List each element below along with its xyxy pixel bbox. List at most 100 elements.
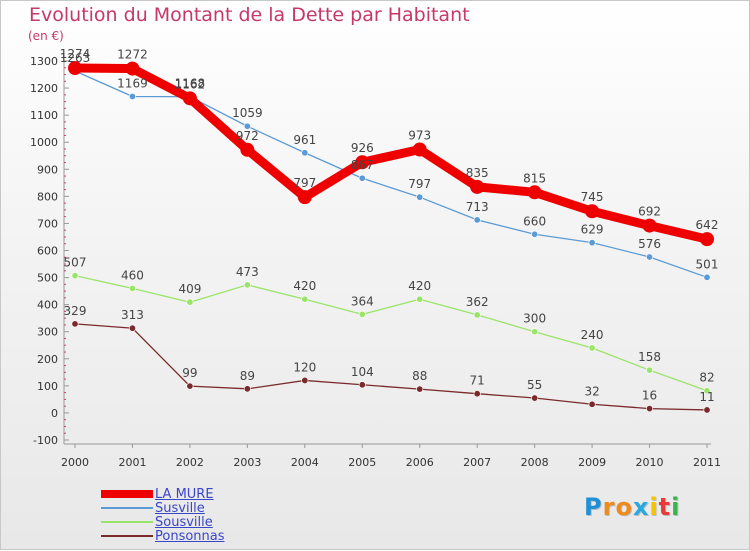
data-label-ponsonnas: 11 [699, 390, 714, 404]
legend-item-ponsonnas: Ponsonnas [101, 529, 225, 544]
data-point-la-mure [355, 155, 370, 170]
y-tick-label: 1300 [30, 55, 58, 68]
legend-item-la-mure: LA MURE [101, 487, 225, 502]
data-label-susville: 1168 [175, 77, 206, 91]
data-label-susville: 501 [696, 257, 719, 271]
series-line-ponsonnas [74, 323, 708, 411]
data-point-ponsonnas [301, 376, 309, 384]
logo-letter: i [649, 493, 659, 521]
data-point-susville [588, 239, 596, 247]
data-point-la-mure [700, 232, 714, 247]
data-label-sousville: 473 [236, 265, 259, 279]
data-label-susville: 1263 [60, 51, 91, 65]
y-tick-label: 0 [51, 407, 58, 420]
data-label-susville: 629 [581, 223, 604, 237]
x-tick-label: 2007 [463, 456, 491, 469]
x-tick-label: 2008 [521, 456, 549, 469]
data-label-susville: 576 [638, 237, 661, 251]
x-tick-label: 2006 [406, 456, 434, 469]
data-label-ponsonnas: 32 [584, 384, 599, 398]
data-point-la-mure [642, 218, 657, 233]
series-line-sousville [74, 275, 708, 392]
data-label-sousville: 420 [293, 279, 316, 293]
unit-label: (en €) [28, 29, 64, 43]
legend-item-susville: Susville [101, 500, 225, 516]
data-point-la-mure [297, 190, 312, 205]
proxiti-logo: Proxiti [584, 493, 680, 521]
data-point-sousville [301, 295, 309, 303]
data-point-susville [703, 273, 711, 281]
data-point-ponsonnas [703, 406, 711, 414]
x-tick-label: 2002 [176, 456, 204, 469]
x-tick-label: 2004 [291, 456, 319, 469]
data-label-ponsonnas: 88 [412, 369, 427, 383]
x-tick-label: 2001 [118, 456, 146, 469]
data-label-sousville: 240 [581, 328, 604, 342]
y-tick-label: 400 [37, 299, 58, 312]
data-label-ponsonnas: 313 [121, 308, 144, 322]
y-tick-label: 600 [37, 245, 58, 258]
data-point-sousville [128, 284, 136, 292]
data-label-sousville: 364 [351, 294, 374, 308]
x-tick-label: 2003 [233, 456, 261, 469]
data-label-sousville: 362 [466, 295, 489, 309]
data-labels-layer: 1263 1169 1168 1059 961 867 797 713 660 629 576 501… [60, 47, 719, 404]
data-point-susville [128, 92, 136, 100]
data-label-sousville: 409 [178, 282, 201, 296]
data-point-susville [301, 149, 309, 157]
legend-swatch [101, 507, 153, 509]
data-label-la-mure: 815 [523, 171, 546, 185]
legend-swatch [101, 521, 153, 523]
data-label-susville: 1169 [117, 76, 148, 90]
y-tick-label: 700 [37, 217, 58, 230]
logo-letter: t [658, 493, 672, 521]
data-label-la-mure: 1162 [175, 77, 206, 91]
legend-label: Susville [155, 500, 205, 516]
data-point-la-mure [470, 179, 485, 194]
data-label-la-mure: 1274 [60, 47, 91, 61]
data-point-la-mure [585, 204, 600, 219]
data-point-ponsonnas [71, 320, 79, 328]
data-point-ponsonnas [128, 324, 136, 332]
data-point-susville [358, 174, 366, 182]
data-label-la-mure: 972 [236, 129, 259, 143]
y-tick-label: 900 [37, 163, 58, 176]
data-point-ponsonnas [473, 390, 481, 398]
legend: LA MURE Susville Sousville Ponsonnas [101, 487, 225, 544]
data-label-sousville: 300 [523, 312, 546, 326]
data-point-sousville [646, 366, 654, 374]
data-point-susville [243, 122, 251, 130]
series-line-susville [74, 70, 708, 278]
data-label-susville: 1059 [232, 106, 263, 120]
data-label-sousville: 82 [699, 371, 714, 385]
data-point-ponsonnas [358, 381, 366, 389]
legend-label: Sousville [155, 514, 213, 530]
y-tick-label: 100 [37, 380, 58, 393]
data-label-la-mure: 1272 [117, 48, 148, 62]
data-point-susville [646, 253, 654, 261]
data-label-sousville: 507 [64, 256, 87, 270]
data-point-sousville [71, 272, 79, 280]
series-layer [68, 61, 714, 414]
data-point-ponsonnas [588, 400, 596, 408]
data-label-susville: 867 [351, 158, 374, 172]
data-label-ponsonnas: 329 [64, 304, 87, 318]
data-label-la-mure: 692 [638, 205, 661, 219]
data-point-susville [531, 230, 539, 238]
y-tick-label: 1200 [30, 82, 58, 95]
chart-title: Evolution du Montant de la Dette par Hab… [29, 4, 470, 26]
x-tick-label: 2010 [636, 456, 664, 469]
data-point-ponsonnas [531, 394, 539, 402]
data-point-sousville [416, 295, 424, 303]
data-label-ponsonnas: 104 [351, 365, 374, 379]
y-tick-label: 800 [37, 190, 58, 203]
x-tick-label: 2009 [578, 456, 606, 469]
x-tick-label: 2005 [348, 456, 376, 469]
data-point-sousville [588, 344, 596, 352]
logo-letter: P [584, 493, 603, 521]
data-point-ponsonnas [416, 385, 424, 393]
y-tick-label: 1000 [30, 136, 58, 149]
data-label-ponsonnas: 71 [470, 374, 485, 388]
data-label-sousville: 158 [638, 350, 661, 364]
